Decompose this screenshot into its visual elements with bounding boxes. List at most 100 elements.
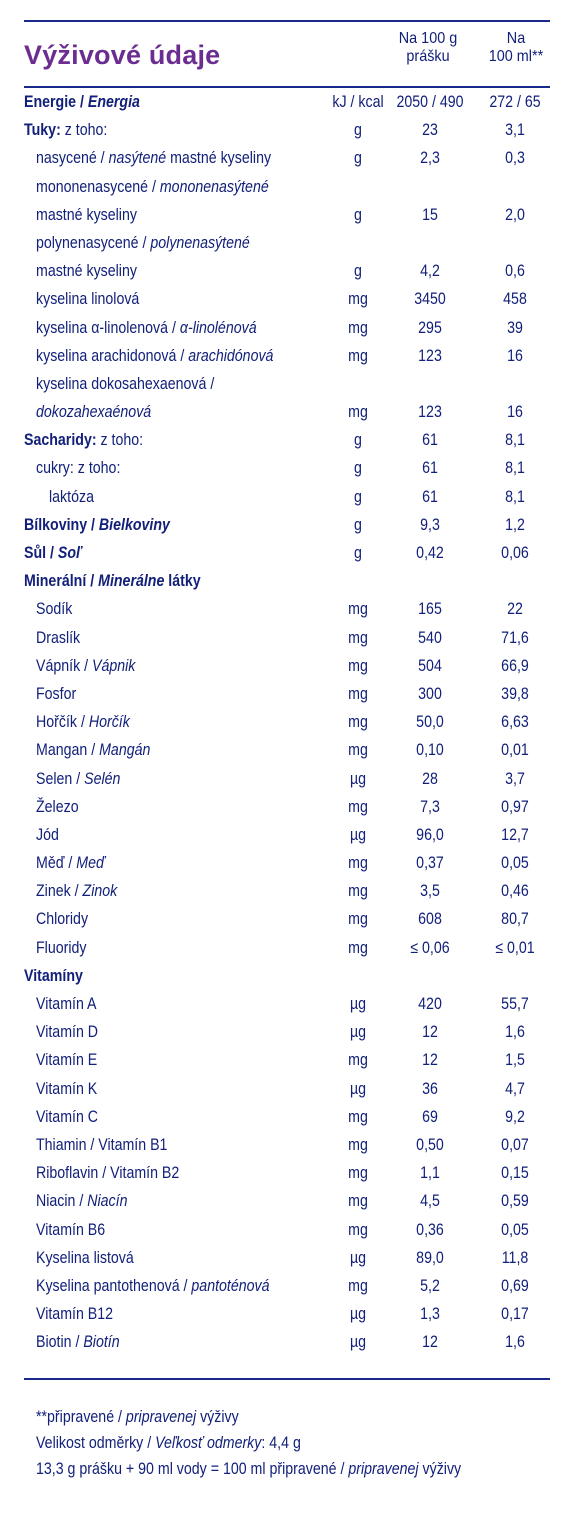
value-per-100ml: 0,05 xyxy=(501,854,529,873)
text-segment: Sacharidy: xyxy=(24,431,97,450)
text-segment: Kyselina pantothenová / xyxy=(36,1276,192,1295)
nutrient-unit: mg xyxy=(348,1220,368,1239)
value-per-100ml: 0,69 xyxy=(501,1276,529,1295)
text-segment: nasycené / xyxy=(36,149,109,168)
value-per-100g: 0,37 xyxy=(416,854,444,873)
table-row: Železo mg 7,3 0,97 xyxy=(0,793,578,821)
value-per-100g: 123 xyxy=(418,403,442,422)
text-segment: arachidónová xyxy=(188,346,274,365)
text-segment: Železo xyxy=(36,797,79,816)
nutrient-label: Kyselina listová xyxy=(36,1244,134,1272)
nutrient-label: Vitamín K xyxy=(36,1075,97,1103)
value-per-100g: 3450 xyxy=(414,290,446,309)
table-row: Vitamín E mg 12 1,5 xyxy=(0,1046,578,1074)
table-row: Energie / Energia kJ / kcal 2050 / 490 272 … xyxy=(0,88,578,116)
nutrient-unit: mg xyxy=(348,346,368,365)
nutrient-label: Vitamín C xyxy=(36,1103,98,1131)
nutrient-label: kyselina linolová xyxy=(36,285,139,313)
text-segment: Vápník / xyxy=(36,656,93,675)
value-per-100ml: 12,7 xyxy=(501,825,529,844)
table-row: dokozahexaénová mg 123 16 xyxy=(0,398,578,426)
nutrient-label: Vitamín B12 xyxy=(36,1300,113,1328)
nutrient-unit: µg xyxy=(349,825,367,844)
text-segment: 13,3 g prášku + 90 ml vody = 100 ml přip… xyxy=(36,1460,349,1478)
nutrient-unit: µg xyxy=(349,1023,367,1042)
text-segment: laktóza xyxy=(49,487,94,506)
text-segment: kyselina α-linolenová / xyxy=(36,318,180,337)
table-row: Vitamín A µg 420 55,7 xyxy=(0,990,578,1018)
nutrient-unit: µg xyxy=(349,1333,367,1352)
value-per-100ml: 16 xyxy=(507,346,523,365)
text-segment: mononenasýtené xyxy=(159,177,269,196)
nutrient-unit: g xyxy=(354,487,362,506)
table-row: kyselina arachidonová / arachidónová mg 12… xyxy=(0,342,578,370)
value-per-100g: ≤ 0,06 xyxy=(410,938,450,957)
value-per-100g: 123 xyxy=(418,346,442,365)
text-segment: Zinok xyxy=(82,882,118,901)
table-row: Riboflavin / Vitamín B2 mg 1,1 0,15 xyxy=(0,1159,578,1187)
nutrient-label: Měď / Meď xyxy=(36,849,105,877)
text-segment: α-linolénová xyxy=(179,318,257,337)
value-per-100g: 61 xyxy=(422,487,438,506)
value-per-100g: 5,2 xyxy=(420,1276,440,1295)
footnote-line: 13,3 g prášku + 90 ml vody = 100 ml přip… xyxy=(36,1456,461,1482)
text-segment: Thiamin / Vitamín B1 xyxy=(36,1135,168,1154)
nutrient-label: Mangan / Mangán xyxy=(36,736,150,764)
text-segment: mastné kyseliny xyxy=(166,149,272,168)
nutrient-label: Fosfor xyxy=(36,680,76,708)
nutrient-label: Vitamín A xyxy=(36,990,96,1018)
table-row: kyselina linolová mg 3450 458 xyxy=(0,285,578,313)
column-header-per-100g-line1: Na 100 g xyxy=(398,30,458,47)
nutrient-unit: mg xyxy=(348,854,368,873)
nutrient-label: Fluoridy xyxy=(36,934,86,962)
text-segment: nasýtené xyxy=(108,149,167,168)
nutrient-label: kyselina α-linolenová / α-linolénová xyxy=(36,314,257,342)
nutrient-unit: mg xyxy=(348,1107,368,1126)
nutrient-unit: mg xyxy=(348,403,368,422)
nutrient-unit: mg xyxy=(348,628,368,647)
value-per-100g: 2050 / 490 xyxy=(396,93,464,111)
value-per-100ml: 2,0 xyxy=(505,205,525,224)
text-segment: Tuky: xyxy=(24,121,61,140)
nutrient-label: Energie / Energia xyxy=(24,88,140,116)
value-per-100g: 23 xyxy=(422,121,438,140)
text-segment: Bielkoviny xyxy=(98,515,170,534)
value-per-100g: 96,0 xyxy=(416,825,444,844)
table-row: Minerální / Minerálne látky xyxy=(0,567,578,595)
column-header-per-100ml: Na 100 ml** xyxy=(480,30,552,66)
text-segment: Energia xyxy=(87,93,140,111)
text-segment: Riboflavin / Vitamín B2 xyxy=(36,1164,180,1183)
value-per-100g: 3,5 xyxy=(420,882,440,901)
value-per-100ml: 9,2 xyxy=(505,1107,525,1126)
nutrient-unit: µg xyxy=(349,1305,367,1324)
nutrient-label: Sůl / Soľ xyxy=(24,539,82,567)
value-per-100g: 540 xyxy=(418,628,442,647)
text-segment: Vitamín E xyxy=(36,1051,98,1070)
table-row: Vitamín C mg 69 9,2 xyxy=(0,1103,578,1131)
value-per-100ml: 0,01 xyxy=(501,741,529,760)
table-row: Kyselina pantothenová / pantoténová mg 5,2… xyxy=(0,1272,578,1300)
top-rule xyxy=(24,20,550,22)
value-per-100g: 1,3 xyxy=(420,1305,440,1324)
text-segment: Horčík xyxy=(88,713,130,732)
text-segment: Mangán xyxy=(99,741,151,760)
text-segment: Vitamín K xyxy=(36,1079,98,1098)
text-segment: dokozahexaénová xyxy=(36,403,152,422)
value-per-100ml: 22 xyxy=(507,600,523,619)
nutrient-label: Sodík xyxy=(36,595,72,623)
value-per-100g: 61 xyxy=(422,431,438,450)
column-header-per-100g-line2: prášku xyxy=(406,48,450,65)
nutrient-label: Riboflavin / Vitamín B2 xyxy=(36,1159,179,1187)
nutrient-label: nasycené / nasýtené mastné kyseliny xyxy=(36,144,271,172)
table-row: Thiamin / Vitamín B1 mg 0,50 0,07 xyxy=(0,1131,578,1159)
nutrient-label: cukry: z toho: xyxy=(36,454,120,482)
table-row: Selen / Selén µg 28 3,7 xyxy=(0,765,578,793)
nutrient-label: Selen / Selén xyxy=(36,765,120,793)
value-per-100ml: 0,59 xyxy=(501,1192,529,1211)
value-per-100g: 50,0 xyxy=(416,713,444,732)
text-segment: kyselina linolová xyxy=(36,290,140,309)
page-title: Výživové údaje xyxy=(24,40,221,70)
value-per-100ml: 0,05 xyxy=(501,1220,529,1239)
text-segment: mononenasycené / xyxy=(36,177,160,196)
nutrient-unit: mg xyxy=(348,600,368,619)
